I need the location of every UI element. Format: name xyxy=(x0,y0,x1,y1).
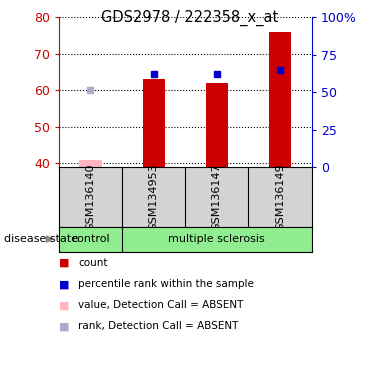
Text: GDS2978 / 222358_x_at: GDS2978 / 222358_x_at xyxy=(101,10,279,26)
Text: disease state: disease state xyxy=(4,234,78,244)
Text: multiple sclerosis: multiple sclerosis xyxy=(168,234,265,244)
Bar xyxy=(269,32,291,167)
Text: ■: ■ xyxy=(59,300,70,310)
Text: value, Detection Call = ABSENT: value, Detection Call = ABSENT xyxy=(78,300,243,310)
Text: GSM136140: GSM136140 xyxy=(86,163,95,230)
Text: GSM136149: GSM136149 xyxy=(275,163,285,231)
Text: GSM134953: GSM134953 xyxy=(149,163,159,231)
Text: count: count xyxy=(78,258,108,268)
Bar xyxy=(206,83,228,167)
Text: control: control xyxy=(71,234,110,244)
Text: ■: ■ xyxy=(59,258,70,268)
Text: rank, Detection Call = ABSENT: rank, Detection Call = ABSENT xyxy=(78,321,238,331)
Bar xyxy=(79,160,101,167)
Text: GSM136147: GSM136147 xyxy=(212,163,222,231)
Bar xyxy=(142,79,165,167)
Text: percentile rank within the sample: percentile rank within the sample xyxy=(78,279,254,289)
Text: ■: ■ xyxy=(59,279,70,289)
Text: ■: ■ xyxy=(59,321,70,331)
